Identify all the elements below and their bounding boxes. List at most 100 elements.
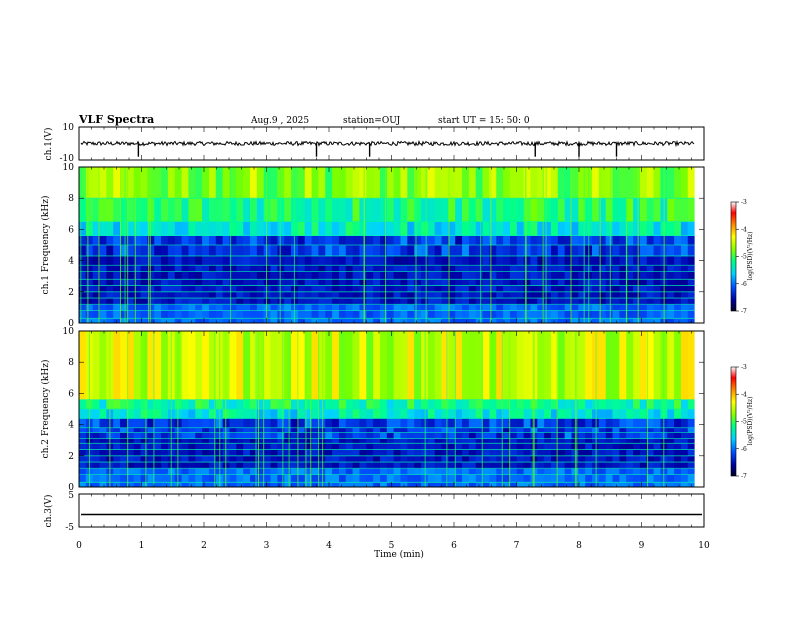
spectrogram-cell — [229, 221, 237, 236]
spectrogram-cell — [557, 443, 566, 450]
spectrogram-cell — [612, 399, 620, 410]
spectrogram-cell — [311, 399, 319, 410]
spectrogram-cell — [154, 221, 162, 236]
spectrogram-cell — [626, 198, 634, 222]
spectrogram-cell — [598, 427, 607, 433]
spectrogram-cell — [509, 304, 518, 311]
spectrogram-cell — [222, 298, 230, 305]
spectrogram-cell — [455, 449, 463, 457]
spectrogram-cell — [270, 409, 278, 419]
spectrogram-cell — [550, 468, 559, 475]
spectrogram-cell — [496, 279, 504, 286]
spectrogram-cell — [680, 310, 689, 319]
spectrogram-cell — [578, 449, 586, 457]
spectrogram-cell — [318, 432, 326, 439]
spectrogram-cell — [277, 279, 285, 286]
spectrogram-cell — [646, 291, 654, 299]
spectrogram-cell — [441, 235, 449, 246]
spectrogram-cell — [366, 418, 374, 429]
spectrogram-cell — [680, 198, 689, 222]
spectrogram-cell — [359, 235, 367, 246]
spectrogram-cell — [674, 285, 682, 293]
spectrogram-cell — [455, 399, 463, 410]
spectrogram-cell — [687, 279, 696, 286]
spectrogram-cell — [325, 271, 333, 280]
spectrogram-cell — [462, 409, 470, 419]
ch1-waveform-ticks — [78, 127, 705, 160]
spectrogram-cell — [503, 285, 511, 293]
spectrogram-cell — [379, 438, 388, 444]
spectrogram-cell — [646, 474, 654, 483]
spectrogram-cell — [359, 298, 367, 305]
spectrogram-cell — [215, 255, 224, 266]
spectrogram-cell — [612, 474, 620, 483]
spectrogram-cell — [99, 418, 107, 429]
spectrogram-cell — [537, 418, 545, 429]
spectrogram-cell — [85, 285, 94, 293]
spectrogram-cell — [215, 198, 224, 222]
spectrogram-cell — [297, 462, 306, 469]
spectrogram-cell — [311, 443, 319, 450]
spectrogram-cell — [236, 331, 244, 400]
spectrogram-cell — [537, 255, 545, 266]
spectrogram-cell — [140, 418, 148, 429]
spectrogram-cell — [338, 318, 347, 324]
spectrogram-cell — [345, 235, 354, 246]
spectrogram-cell — [181, 245, 189, 257]
spectrogram-cell — [140, 449, 148, 457]
spectrogram-cell — [680, 462, 689, 469]
spectrogram-cell — [243, 271, 251, 280]
spectrogram-cell — [598, 310, 607, 319]
spectrogram-cell — [592, 245, 600, 257]
spectrogram-cell — [468, 331, 477, 400]
spectrogram-cell — [222, 265, 230, 272]
spectrogram-cell — [208, 468, 217, 475]
spectrogram-cell — [379, 482, 388, 488]
spectrogram-cell — [667, 198, 675, 222]
spectrogram-cell — [475, 409, 483, 419]
spectrogram-cell — [161, 285, 169, 293]
spectrogram-cell — [195, 167, 203, 199]
spectrogram-cell — [421, 418, 429, 429]
spectrogram-cell — [619, 443, 627, 450]
spectrogram-cell — [338, 221, 347, 236]
spectrogram-cell — [564, 443, 572, 450]
spectrogram-cell — [462, 279, 470, 286]
spectrogram-cell — [154, 482, 162, 488]
spectrogram-cell — [523, 331, 531, 400]
spectrogram-cell — [571, 265, 579, 272]
spectrogram-cell — [516, 271, 525, 280]
spectrogram-cell — [468, 221, 477, 236]
spectrogram-cell — [557, 285, 566, 293]
spectrogram-cell — [113, 482, 121, 488]
x-tick-label: 7 — [514, 541, 520, 551]
spectrogram-cell — [475, 265, 483, 272]
spectrogram-cell — [516, 298, 525, 305]
spectrogram-cell — [421, 279, 429, 286]
spectrogram-cell — [379, 331, 388, 400]
spectrogram-cell — [626, 455, 634, 463]
spectrogram-cell — [626, 271, 634, 280]
spectrogram-cell — [243, 482, 251, 488]
spectrogram-cell — [544, 399, 552, 410]
spectrogram-cell — [619, 298, 627, 305]
spectrogram-cell — [167, 235, 176, 246]
spectrogram-cell — [489, 255, 497, 266]
spectrogram-cell — [126, 331, 135, 400]
spectrogram-cell — [338, 255, 347, 266]
spectrogram-cell — [653, 279, 661, 286]
spectrogram-cell — [496, 304, 504, 311]
spectrogram-cell — [373, 438, 381, 444]
spectrogram-cell — [325, 443, 333, 450]
spectrogram-cell — [270, 304, 278, 311]
spectrogram-cell — [236, 399, 244, 410]
spectrogram-cell — [619, 235, 627, 246]
spectrogram-cell — [557, 418, 566, 429]
spectrogram-cell — [605, 285, 613, 293]
spectrogram-cell — [544, 462, 552, 469]
spectrogram-cell — [605, 427, 613, 433]
spectrogram-cell — [161, 455, 169, 463]
spectrogram-cell — [633, 167, 641, 199]
spectrogram-cell — [605, 310, 613, 319]
spectrogram-cell — [325, 462, 333, 469]
